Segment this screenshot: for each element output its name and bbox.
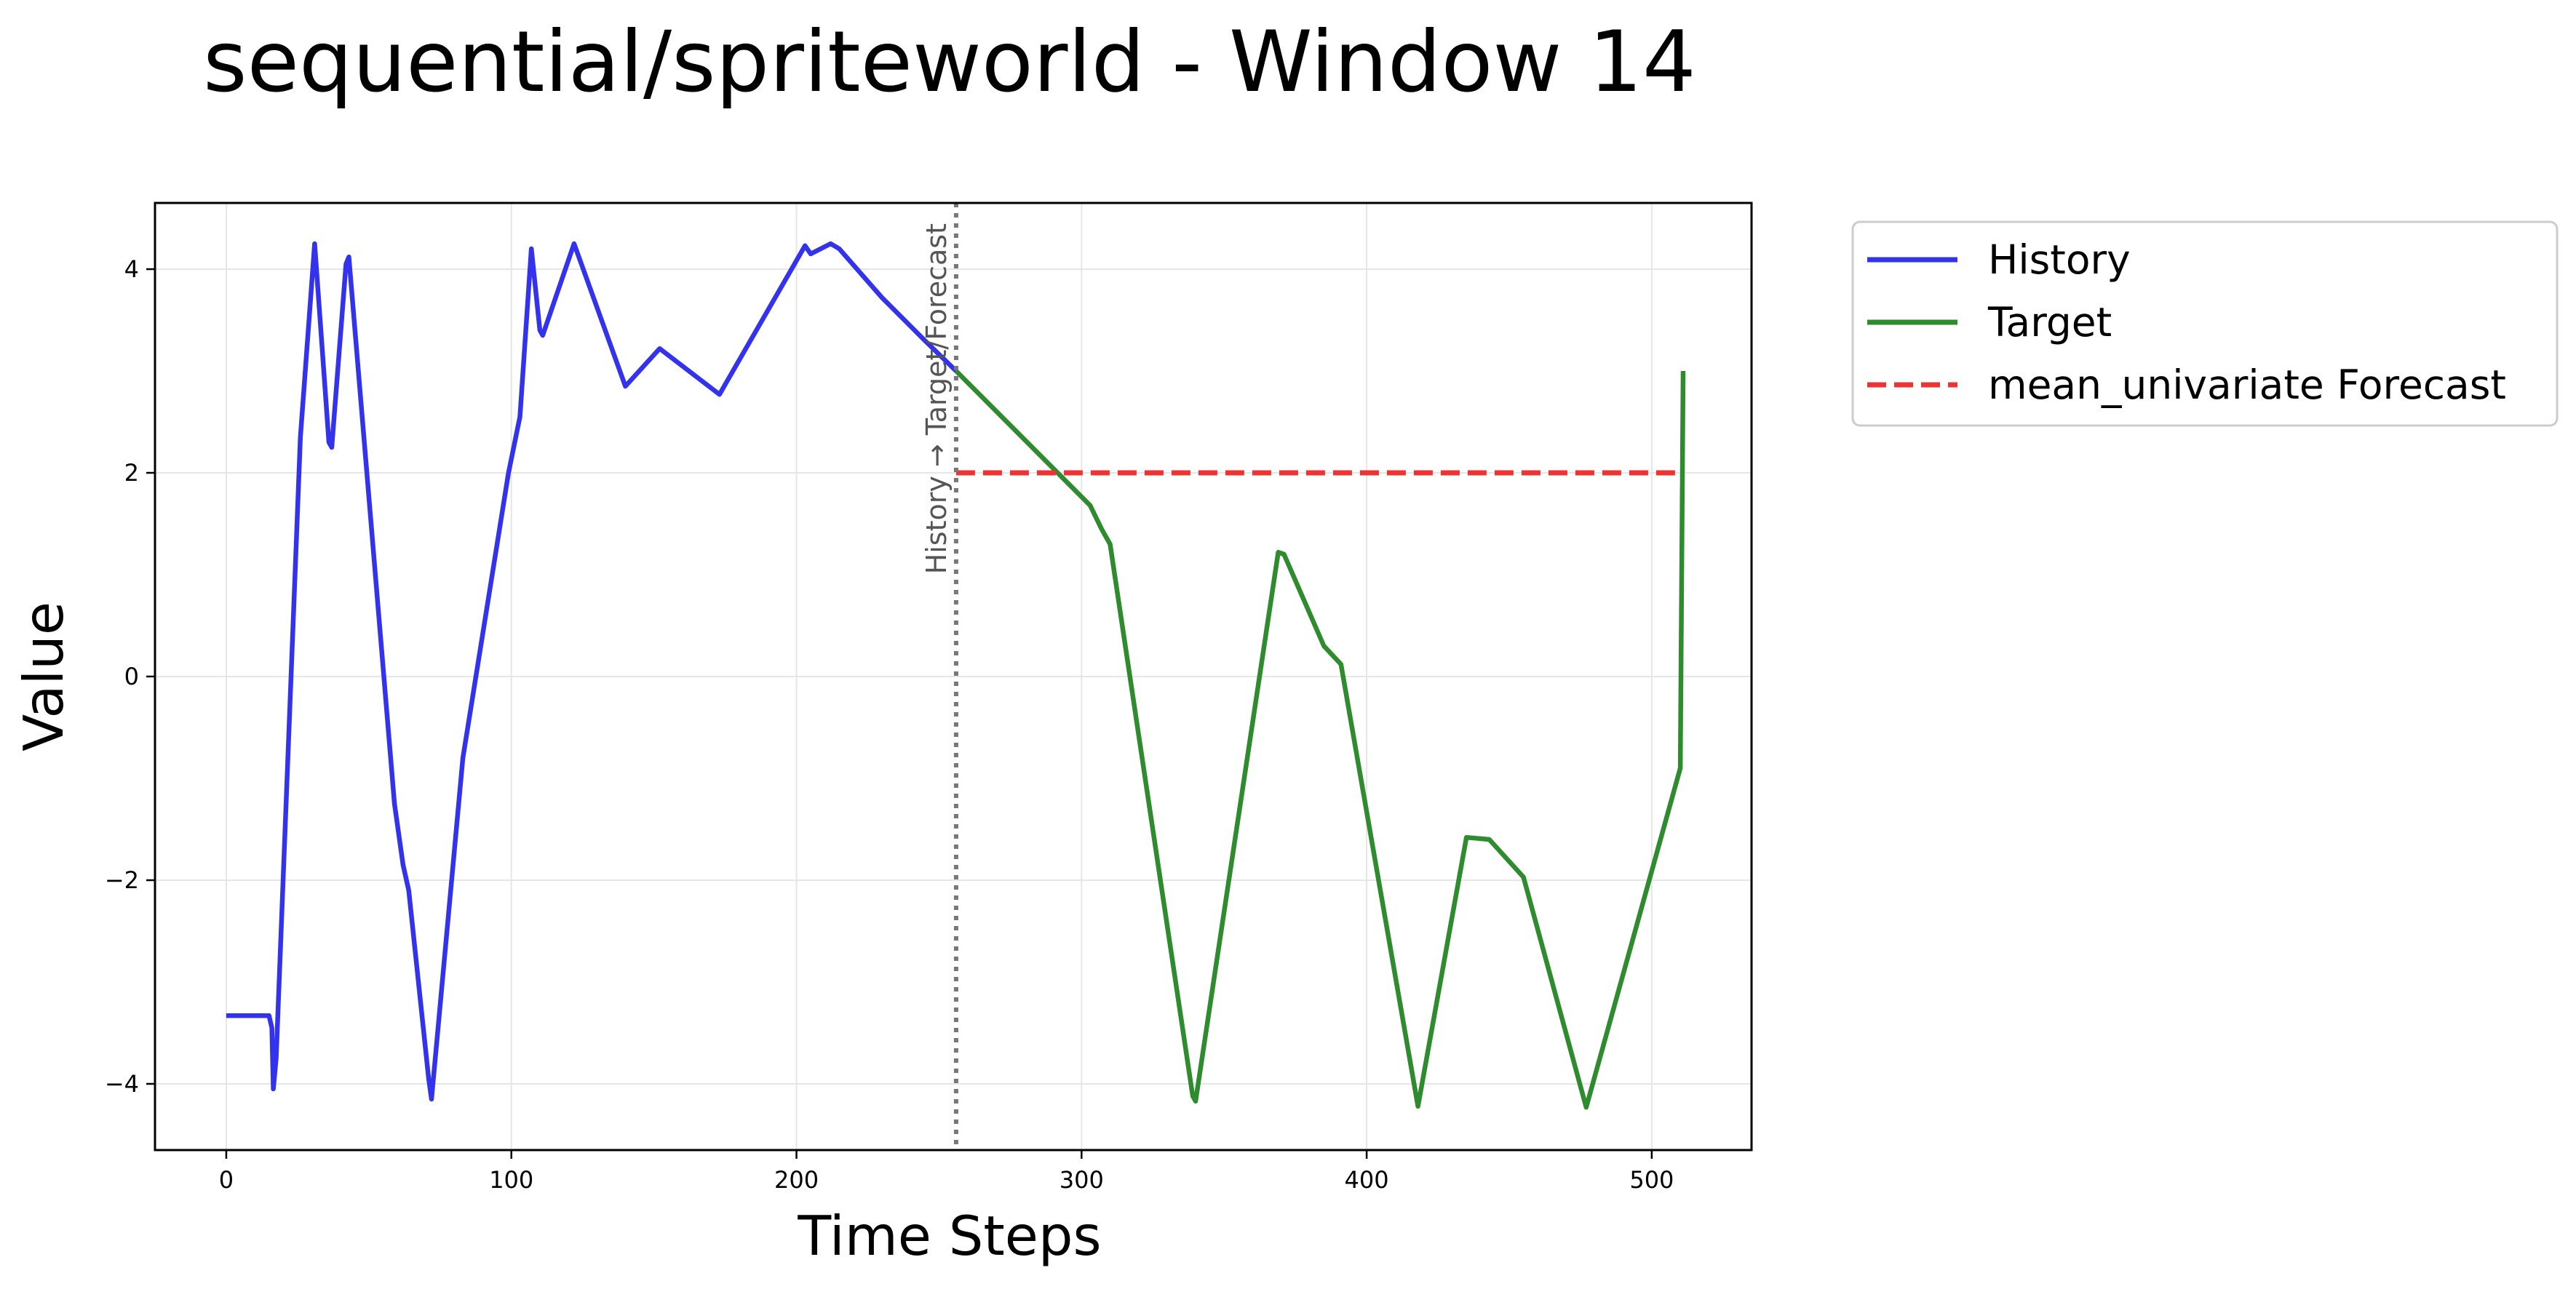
legend-label: mean_univariate Forecast [1988,362,2506,408]
x-tick-label: 200 [774,1166,819,1194]
x-tick-label: 100 [489,1166,533,1194]
y-tick-label: −2 [105,866,139,894]
annotation-layer: History → Target/Forecast [921,203,958,1150]
series-layer [226,241,1686,1110]
y-axis-label: Value [12,602,76,751]
split-marker-label: History → Target/Forecast [921,223,953,574]
y-tick-label: 4 [124,255,139,283]
y-tick-label: −4 [105,1070,139,1098]
x-axis-label: Time Steps [797,1204,1101,1268]
series-line-history [226,241,958,1102]
x-tick-label: 0 [219,1166,234,1194]
y-tick-label: 0 [124,663,139,690]
series-line-target [954,369,1686,1110]
x-tick-label: 300 [1060,1166,1104,1194]
tick-layer: 0 100 200 300 400 500 −4 −2 0 2 4 [105,255,1674,1194]
legend-label: History [1988,236,2131,283]
legend-frame [1851,220,2559,427]
y-tick-label: 2 [124,459,139,487]
x-tick-label: 400 [1345,1166,1389,1194]
x-tick-label: 500 [1629,1166,1674,1194]
legend-label: Target [1987,299,2112,346]
legend: History Target mean_univariate Forecast [1851,220,2559,427]
grid-lines [155,203,1752,1150]
chart-title: sequential/spriteworld - Window 14 [203,13,1696,111]
